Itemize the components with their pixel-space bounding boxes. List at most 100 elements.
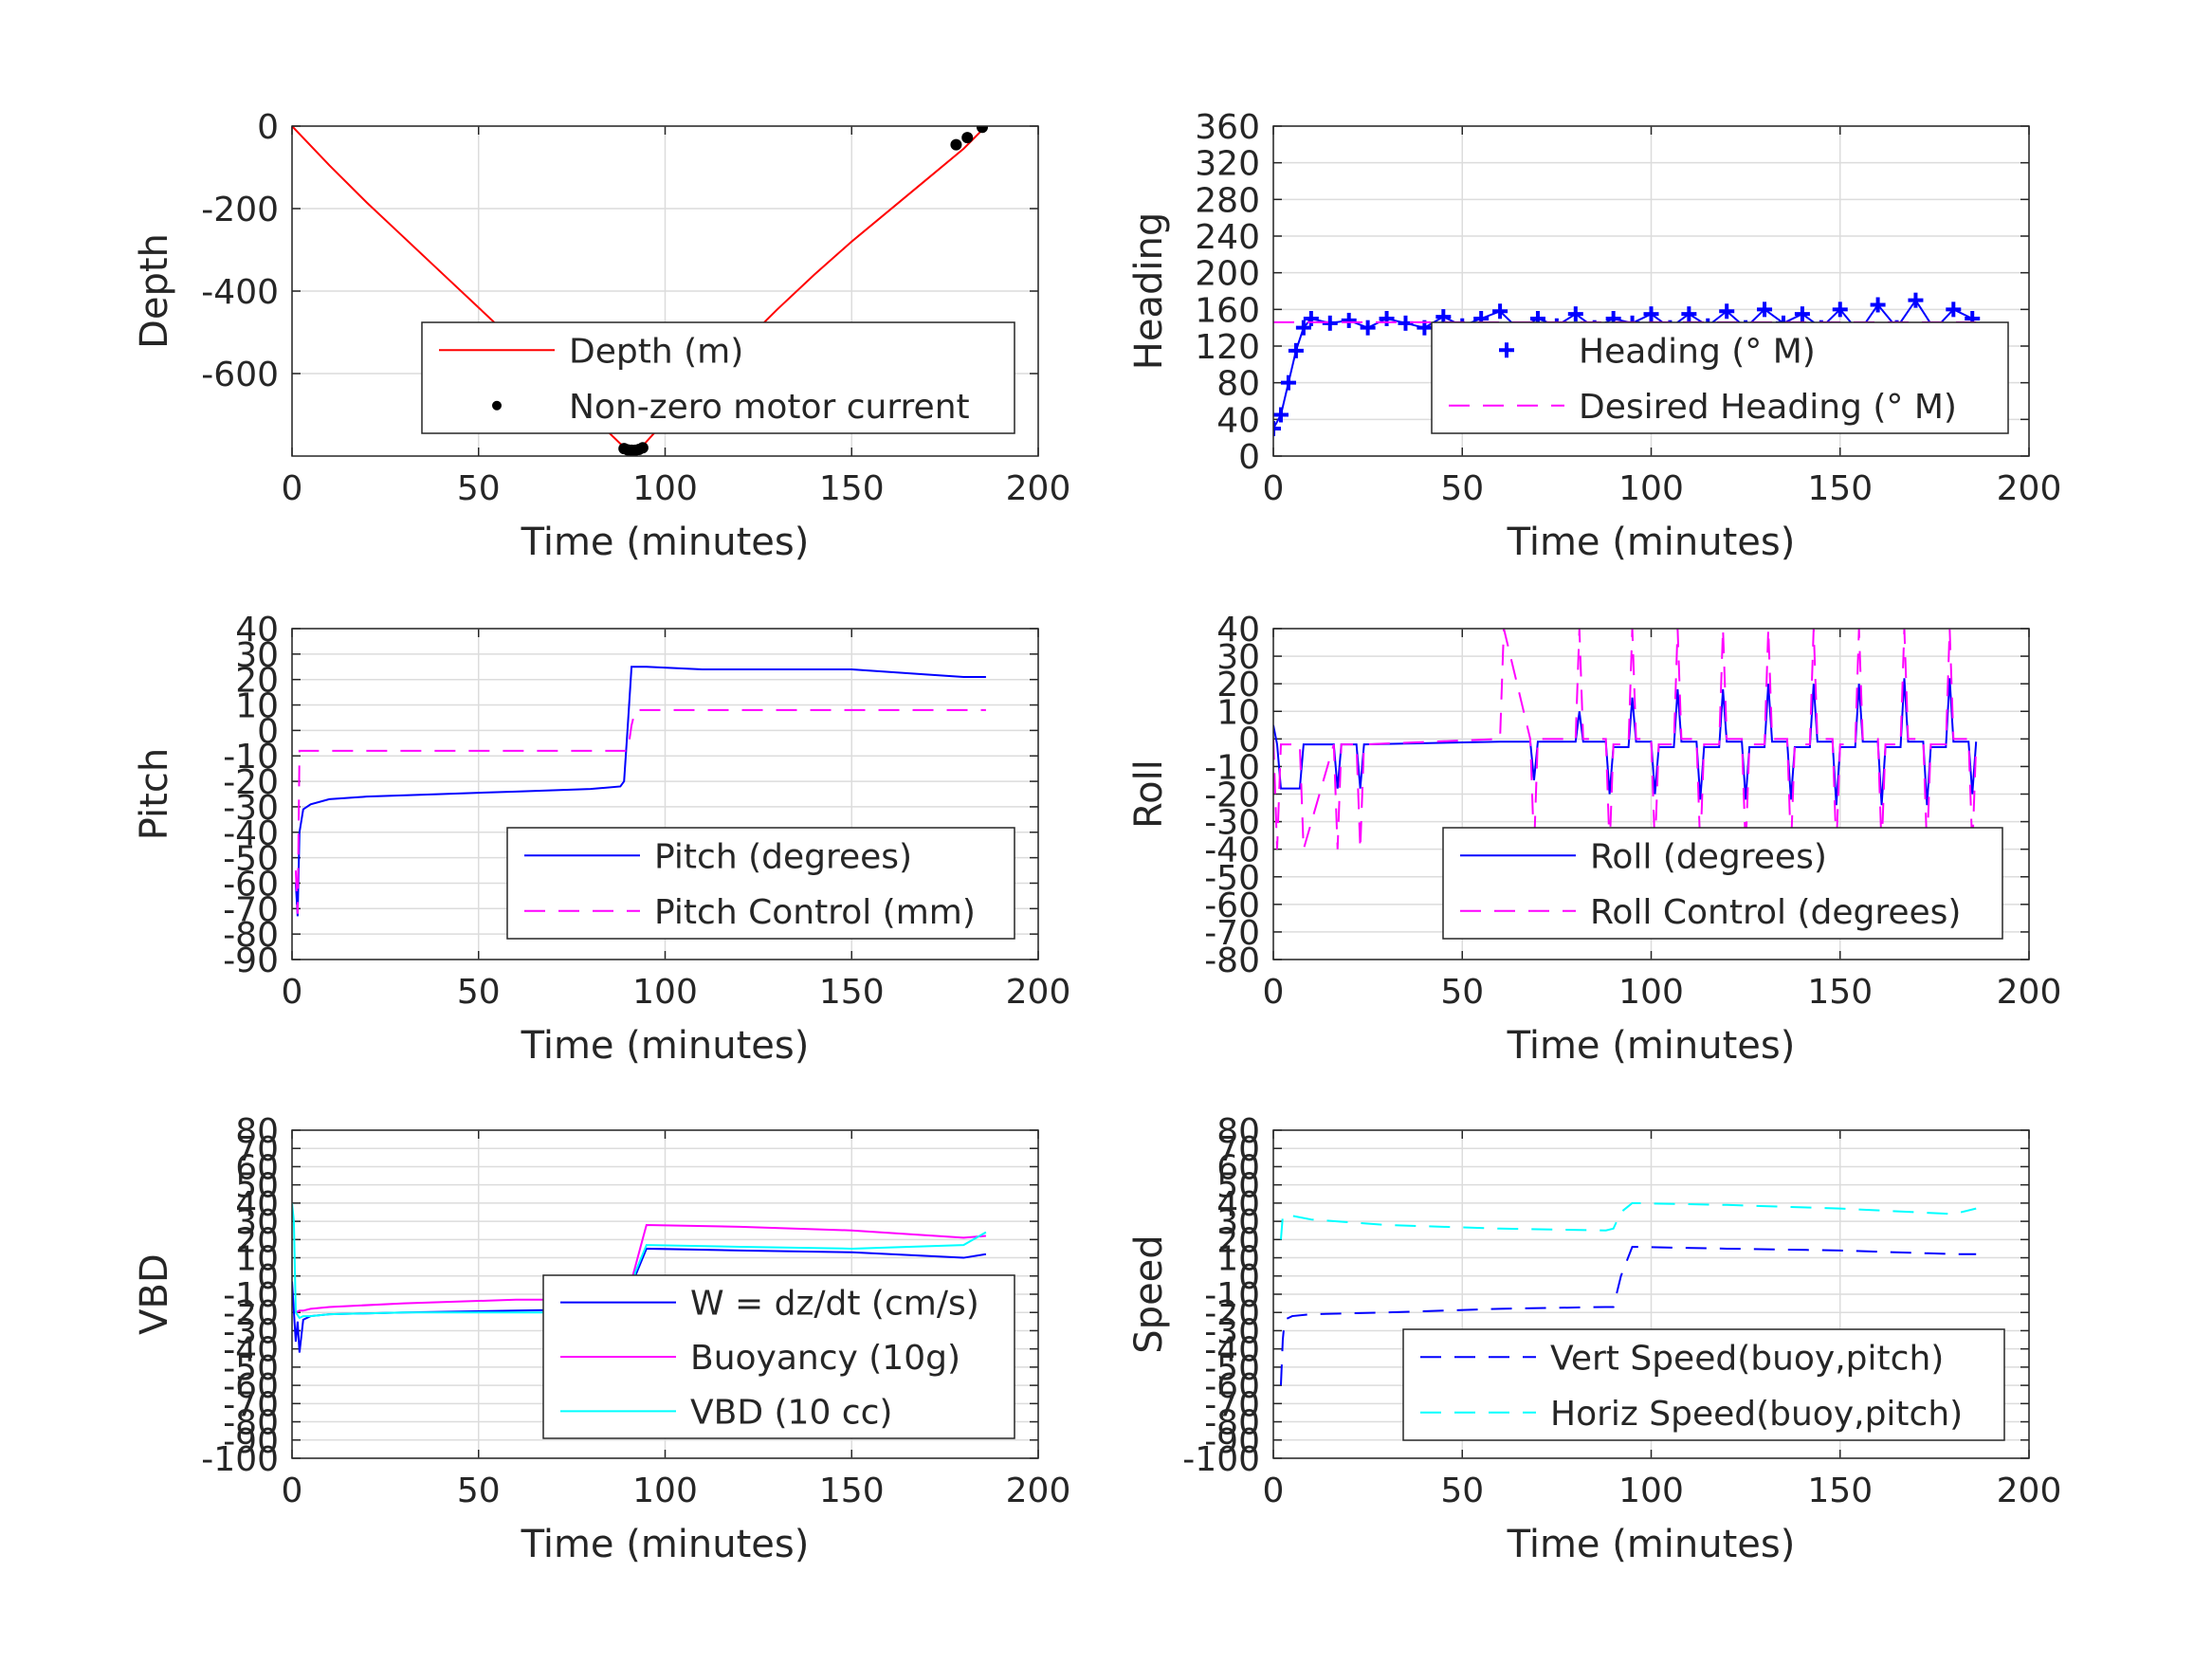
x-axis-label: Time (minutes): [1507, 1024, 1796, 1068]
y-tick-label: -50: [223, 840, 279, 879]
x-tick-label: 50: [1440, 469, 1484, 508]
x-tick-label: 150: [1807, 973, 1873, 1012]
y-tick-label: -20: [1204, 777, 1260, 815]
legend-label: Roll Control (degrees): [1590, 893, 1961, 932]
y-axis-label: Roll: [1127, 759, 1171, 829]
x-tick-label: 150: [819, 1472, 885, 1510]
y-tick-label: 10: [1216, 1240, 1260, 1279]
y-tick-label: -90: [1204, 1422, 1260, 1461]
axes-box: [1272, 1129, 2030, 1459]
legend-swatch: [492, 400, 502, 411]
y-tick-label: 80: [1216, 365, 1260, 404]
y-axis-label: VBD: [133, 1253, 176, 1335]
y-tick-label: -40: [223, 814, 279, 853]
series-group: [292, 126, 988, 456]
legend: W = dz/dt (cm/s) Buoyancy (10g) VBD (10 cc…: [542, 1274, 1015, 1439]
y-tick-label: 10: [235, 1240, 279, 1279]
y-tick-label: -40: [223, 1331, 279, 1370]
y-tick-label: -70: [1204, 914, 1260, 953]
axes-box: [1272, 628, 2030, 960]
y-tick-label: 40: [235, 1185, 279, 1224]
y-tick-label: 70: [235, 1130, 279, 1169]
x-tick-label: 200: [1997, 1472, 2062, 1510]
y-tick-label: 40: [1216, 1185, 1260, 1224]
y-tick-label: 0: [1238, 721, 1260, 759]
legend: Pitch (degrees) Pitch Control (mm): [506, 827, 1015, 940]
x-axis-label: Time (minutes): [1507, 1523, 1796, 1566]
y-tick-label: -20: [223, 763, 279, 802]
y-tick-label: 40: [1216, 611, 1260, 649]
subplot-vbd: 0 50 100 150 20080706050403020100-10-20-30-4…: [133, 1112, 1070, 1566]
x-tick-label: 50: [457, 469, 501, 508]
y-tick-label: -80: [223, 1404, 279, 1443]
x-tick-label: 0: [282, 973, 303, 1012]
x-tick-label: 50: [457, 1472, 501, 1510]
legend-box: [1402, 1328, 2005, 1441]
subplot-heading: 0 50 100 150 20004080120160200240280320360Ti…: [1127, 108, 2061, 564]
x-tick-label: 100: [1618, 973, 1684, 1012]
y-tick-label: 50: [1216, 1167, 1260, 1206]
legend-label: Heading (° M): [1579, 332, 1816, 371]
x-axis-label: Time (minutes): [1507, 521, 1796, 564]
y-tick-label: -30: [223, 789, 279, 828]
x-tick-label: 0: [282, 469, 303, 508]
y-tick-label: -50: [1204, 1349, 1260, 1388]
series-roll-0-line: [1273, 678, 1978, 806]
y-tick-label: -10: [1204, 748, 1260, 787]
y-tick-label: -70: [1204, 1385, 1260, 1424]
legend-label: Pitch (degrees): [654, 837, 912, 876]
y-tick-label: -80: [1204, 1404, 1260, 1443]
x-tick-label: 150: [1807, 1472, 1873, 1510]
series-depth-1-point: [961, 132, 974, 144]
y-tick-label: -10: [223, 738, 279, 777]
series-vbd-0-line: [292, 1247, 987, 1353]
y-axis-label: Pitch: [133, 748, 176, 840]
series-group: [1273, 629, 1978, 850]
y-tick-label: -40: [1204, 832, 1260, 870]
series-group: [1279, 1201, 1977, 1386]
y-tick-label: -50: [223, 1349, 279, 1388]
series-vbd-2-line: [292, 1202, 987, 1320]
y-axis-label: Speed: [1127, 1234, 1171, 1353]
series-depth-1-point: [950, 138, 962, 151]
legend-label: Non-zero motor current: [569, 388, 970, 427]
y-tick-label: -60: [1204, 1367, 1260, 1406]
x-tick-label: 50: [1440, 973, 1484, 1012]
y-tick-label: 240: [1195, 218, 1260, 257]
x-tick-label: 100: [1618, 1472, 1684, 1510]
y-tick-label: 320: [1195, 145, 1260, 184]
x-tick-label: 150: [819, 973, 885, 1012]
legend-label: Pitch Control (mm): [654, 893, 976, 932]
x-tick-label: 200: [1997, 469, 2062, 508]
series-roll-1-line: [1273, 629, 1978, 850]
y-tick-label: -400: [201, 273, 279, 312]
legend: Heading (° M) Desired Heading (° M): [1431, 321, 2009, 434]
x-axis-label: Time (minutes): [521, 1024, 810, 1068]
x-tick-label: 50: [1440, 1472, 1484, 1510]
y-tick-label: -10: [223, 1276, 279, 1315]
series-speed-1-line: [1279, 1201, 1977, 1240]
legend-box: [1431, 321, 2009, 434]
y-tick-label: 280: [1195, 181, 1260, 220]
y-tick-label: -60: [223, 865, 279, 904]
x-tick-label: 100: [632, 469, 698, 508]
x-tick-label: 200: [1006, 973, 1071, 1012]
legend-label: W = dz/dt (cm/s): [690, 1285, 979, 1324]
y-tick-label: -600: [201, 356, 279, 394]
y-tick-label: -200: [201, 191, 279, 229]
y-axis-label: Depth: [133, 233, 176, 349]
x-tick-label: 150: [819, 469, 885, 508]
y-tick-label: 40: [1216, 401, 1260, 440]
y-tick-label: 60: [235, 1148, 279, 1187]
y-tick-label: 20: [1216, 666, 1260, 704]
legend: Depth (m) Non-zero motor current: [421, 321, 1015, 434]
y-tick-label: -40: [1204, 1331, 1260, 1370]
x-tick-label: 50: [457, 973, 501, 1012]
y-tick-label: 60: [1216, 1148, 1260, 1187]
y-tick-label: -30: [223, 1312, 279, 1351]
legend: Roll (degrees) Roll Control (degrees): [1442, 827, 2003, 940]
subplot-pitch: 0 50 100 150 200403020100-10-20-30-40-50-60-…: [133, 611, 1070, 1068]
y-tick-label: 30: [1216, 1203, 1260, 1242]
legend-label: Horiz Speed(buoy,pitch): [1550, 1395, 1963, 1434]
